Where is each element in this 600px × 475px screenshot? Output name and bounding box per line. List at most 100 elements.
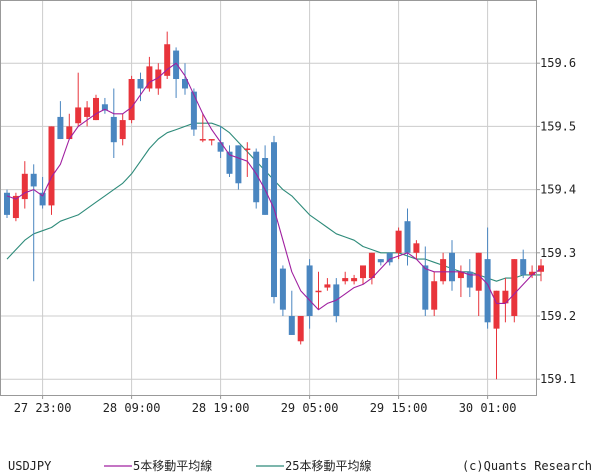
candle-body	[4, 192, 10, 215]
candle	[146, 56, 153, 92]
legend-ma25-label: 25本移動平均線	[285, 458, 371, 473]
candle-body	[297, 316, 304, 342]
candle	[368, 252, 375, 285]
candle-body	[199, 139, 206, 141]
candle	[342, 271, 349, 285]
candle	[511, 259, 518, 323]
candle	[262, 145, 269, 215]
candle	[190, 88, 197, 136]
x-tick-label: 28 09:00	[103, 401, 161, 415]
candle	[208, 139, 215, 146]
candle-body	[431, 281, 438, 310]
candle-body	[502, 290, 509, 304]
candle	[12, 192, 19, 222]
candle-body	[493, 290, 500, 329]
candle	[324, 278, 331, 291]
candle	[279, 265, 286, 316]
candle-body	[66, 126, 73, 140]
candle-body	[315, 290, 322, 293]
candle	[315, 271, 322, 310]
candle	[271, 135, 277, 304]
candle-body	[244, 148, 251, 151]
candle-body	[208, 139, 215, 141]
candle	[297, 316, 304, 345]
candle-body	[395, 230, 402, 253]
candle-body	[164, 44, 171, 76]
x-tick-label: 30 01:00	[459, 401, 517, 415]
legend-ma5-label: 5本移動平均線	[133, 458, 212, 473]
candle	[57, 101, 64, 140]
candle-body	[449, 252, 455, 282]
candle	[75, 72, 82, 127]
candle-body	[155, 69, 162, 89]
candle	[4, 189, 10, 219]
candle-body	[110, 116, 117, 143]
candle-body	[101, 104, 108, 111]
candle-body	[48, 126, 55, 206]
candle-body	[351, 278, 358, 282]
candle-body	[475, 252, 482, 291]
ma5-series	[6, 62, 542, 311]
candle	[84, 101, 91, 127]
candle	[288, 290, 295, 335]
grid	[0, 0, 536, 395]
candle-body	[377, 259, 384, 263]
candle	[449, 240, 455, 291]
candle-body	[12, 195, 19, 219]
candle-body	[404, 221, 411, 253]
candle	[137, 72, 144, 102]
candles	[4, 31, 544, 380]
candle-body	[288, 316, 295, 335]
y-tick-label: 159.6	[540, 56, 576, 70]
credit-label: (c)Quants Research	[462, 459, 592, 473]
candle-body	[360, 265, 366, 279]
candle	[431, 271, 438, 316]
candle-body	[75, 107, 82, 124]
candle-body	[306, 265, 313, 316]
candle-body	[324, 284, 331, 288]
y-axis-ticks: 159.1 159.2 159.3 159.4 159.5 159.6	[536, 56, 576, 386]
candle	[404, 208, 411, 266]
candle	[466, 259, 473, 298]
candle-body	[128, 79, 135, 121]
symbol-label: USDJPY	[8, 459, 52, 473]
candle	[66, 113, 73, 140]
candle	[360, 265, 366, 285]
ma5-line	[6, 62, 542, 311]
candle-body	[386, 252, 393, 263]
candle-body	[119, 120, 126, 140]
candle	[413, 240, 420, 260]
candle-body	[182, 79, 188, 89]
candle	[155, 63, 162, 95]
candle	[93, 94, 99, 121]
candle-body	[146, 66, 153, 89]
candle	[128, 75, 135, 124]
candle-body	[137, 79, 144, 89]
candle-body	[217, 142, 224, 152]
candle-body	[84, 107, 91, 117]
candle-body	[520, 259, 527, 275]
candle-body	[235, 145, 242, 184]
y-tick-label: 159.3	[540, 246, 576, 260]
candle	[493, 290, 500, 380]
x-tick-label: 29 15:00	[370, 401, 428, 415]
candle-body	[342, 278, 349, 282]
candle	[119, 113, 126, 146]
y-tick-label: 159.1	[540, 372, 576, 386]
candle-body	[21, 173, 28, 200]
candle	[244, 142, 251, 177]
candle	[395, 227, 402, 260]
candle	[39, 176, 46, 209]
x-axis-ticks: 27 23:00 28 09:00 28 19:00 29 05:00 29 15:00…	[14, 395, 517, 415]
y-tick-label: 159.2	[540, 309, 576, 323]
candle	[475, 252, 482, 316]
candle-body	[413, 243, 420, 253]
candle	[422, 246, 429, 316]
candle-body	[271, 142, 277, 298]
candle	[520, 249, 527, 279]
x-tick-label: 29 05:00	[281, 401, 339, 415]
candle	[30, 164, 37, 282]
candle-body	[368, 252, 375, 279]
candle-body	[262, 158, 269, 215]
candle-body	[422, 265, 429, 310]
